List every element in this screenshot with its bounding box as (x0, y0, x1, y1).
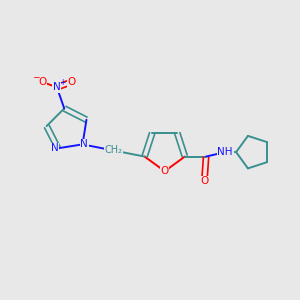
Text: N: N (51, 143, 59, 153)
Text: NH: NH (218, 147, 233, 157)
Text: O: O (38, 77, 46, 87)
Text: N: N (53, 82, 61, 92)
Text: −: − (32, 72, 39, 81)
Text: CH₂: CH₂ (105, 146, 123, 155)
Text: +: + (60, 78, 66, 87)
Text: O: O (200, 176, 209, 186)
Text: N: N (80, 140, 88, 149)
Text: O: O (160, 166, 169, 176)
Text: O: O (68, 77, 76, 87)
